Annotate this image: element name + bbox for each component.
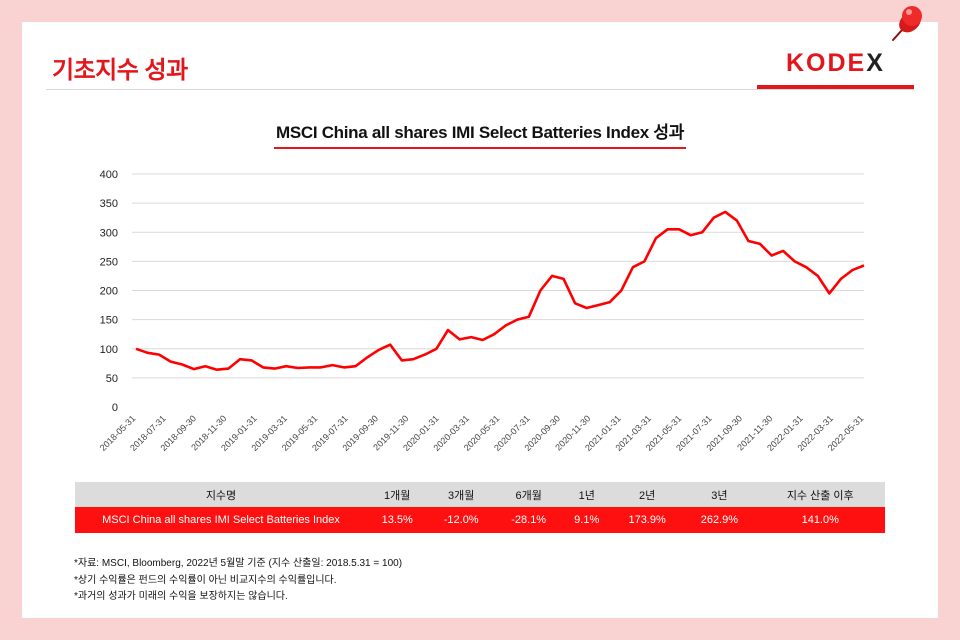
table-cell: 9.1% [562, 507, 611, 533]
table-header-cell: 6개월 [494, 482, 563, 507]
header-divider [46, 89, 914, 90]
y-tick-label: 300 [100, 227, 118, 239]
table-cell: 141.0% [755, 507, 885, 533]
table-header-cell: 3년 [683, 482, 756, 507]
series-line [135, 210, 865, 372]
footnotes: *자료: MSCI, Bloomberg, 2022년 5월말 기준 (지수 산… [74, 556, 402, 606]
table-header-row: 지수명 1개월 3개월 6개월 1년 2년 3년 지수 산출 이후 [75, 482, 885, 507]
table-header-cell: 2년 [610, 482, 684, 507]
brand-underline [757, 85, 914, 89]
y-tick-label: 200 [100, 286, 118, 298]
table-header-cell: 지수 산출 이후 [755, 482, 885, 507]
table-cell: -12.0% [427, 507, 495, 533]
y-tick-label: 250 [100, 256, 118, 268]
table-row: MSCI China all shares IMI Select Batteri… [75, 507, 885, 533]
y-tick-label: 100 [100, 344, 118, 356]
table-cell: 262.9% [683, 507, 756, 533]
brand-logo: KODEX [786, 49, 885, 78]
y-tick-label: 50 [106, 373, 118, 385]
y-tick-label: 350 [100, 198, 118, 210]
table-header-cell: 지수명 [75, 482, 367, 507]
table-cell-index-name: MSCI China all shares IMI Select Batteri… [75, 507, 367, 533]
table-cell: 173.9% [610, 507, 684, 533]
table-header-cell: 1년 [562, 482, 611, 507]
table-cell: -28.1% [494, 507, 563, 533]
line-chart: 0501001502002503003504002018-05-312018-0… [98, 169, 866, 453]
table-header-cell: 1개월 [367, 482, 428, 507]
page-title: 기초지수 성과 [52, 57, 188, 84]
footnote: *과거의 성과가 미래의 수익을 보장하지는 않습니다. [74, 591, 288, 602]
chart-title: MSCI China all shares IMI Select Batteri… [273, 118, 687, 149]
chart-title-wrap: MSCI China all shares IMI Select Batteri… [22, 118, 938, 149]
footnote: *상기 수익률은 펀드의 수익률이 아닌 비교지수의 수익률입니다. [74, 574, 337, 586]
footnote: *자료: MSCI, Bloomberg, 2022년 5월말 기준 (지수 산… [74, 558, 403, 569]
table-header-cell: 3개월 [427, 482, 495, 507]
performance-table: 지수명 1개월 3개월 6개월 1년 2년 3년 지수 산출 이후 MSCI C… [75, 482, 885, 533]
y-tick-label: 0 [112, 402, 118, 414]
content-card: 기초지수 성과 KODEX MSCI China all shares IMI … [22, 22, 938, 618]
brand-logo-main: KODE [786, 49, 867, 77]
brand-logo-x: X [866, 49, 885, 77]
table-cell: 13.5% [367, 507, 428, 533]
y-tick-label: 400 [100, 169, 118, 181]
y-tick-label: 150 [100, 315, 118, 327]
pushpin-icon [892, 6, 922, 41]
